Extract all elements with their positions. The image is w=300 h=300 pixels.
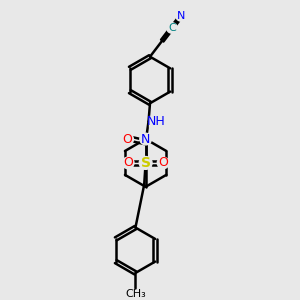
Text: O: O (158, 156, 168, 170)
Circle shape (122, 157, 134, 169)
Text: S: S (141, 156, 151, 170)
Text: O: O (123, 156, 133, 170)
Text: O: O (123, 133, 133, 146)
Text: CH₃: CH₃ (125, 289, 146, 299)
Text: N: N (177, 11, 185, 21)
Circle shape (139, 157, 152, 169)
Circle shape (140, 133, 152, 145)
Circle shape (157, 157, 169, 169)
Text: C: C (168, 23, 176, 33)
Circle shape (176, 11, 186, 21)
Text: NH: NH (147, 115, 166, 128)
Circle shape (167, 23, 177, 33)
Circle shape (122, 134, 134, 145)
Text: N: N (141, 133, 150, 146)
Bar (149, 116, 164, 127)
